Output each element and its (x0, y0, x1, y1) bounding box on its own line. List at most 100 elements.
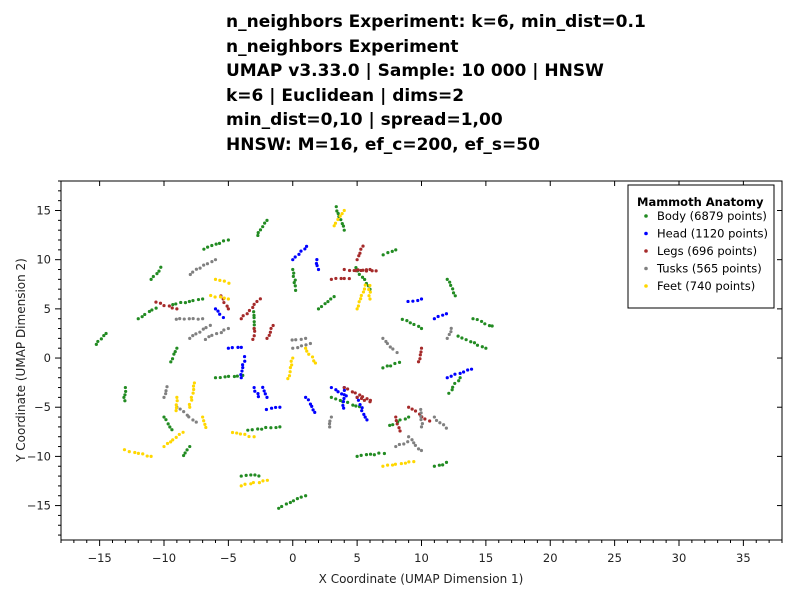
data-point (341, 400, 346, 404)
data-point (147, 309, 152, 314)
data-point (449, 326, 453, 331)
data-point (400, 317, 404, 321)
data-point (304, 336, 308, 340)
data-point (410, 438, 414, 442)
data-point (143, 312, 147, 317)
data-point (162, 303, 166, 308)
data-point (364, 268, 369, 272)
data-point (355, 258, 359, 262)
data-point (342, 267, 346, 272)
data-point (252, 323, 256, 327)
data-point (353, 391, 357, 395)
data-point (284, 502, 288, 506)
data-point (158, 301, 163, 305)
data-point (397, 426, 401, 430)
data-point (263, 221, 267, 225)
data-point (274, 405, 278, 410)
data-point (217, 241, 222, 246)
data-point (209, 293, 213, 298)
data-point (294, 288, 298, 292)
legend-marker-tusks (644, 266, 648, 271)
data-point (286, 377, 290, 381)
data-point (202, 247, 206, 251)
legend-label-feet: Feet (740 points) (657, 279, 755, 293)
data-point (357, 272, 361, 276)
data-point (293, 278, 297, 282)
data-point (382, 451, 387, 456)
data-point (191, 298, 195, 303)
data-point (359, 396, 364, 401)
data-point (162, 395, 166, 399)
data-point (249, 473, 253, 477)
data-point (291, 258, 295, 262)
data-point (484, 346, 488, 350)
data-point (367, 287, 371, 292)
data-point (394, 418, 398, 423)
data-point (226, 307, 230, 311)
data-point (252, 334, 256, 338)
data-point (280, 504, 284, 509)
data-point (173, 350, 177, 354)
data-point (419, 326, 424, 331)
data-point (444, 460, 449, 465)
data-point (269, 326, 273, 331)
data-point (133, 450, 137, 455)
data-point (340, 212, 344, 216)
data-point (296, 346, 300, 350)
data-point (341, 224, 346, 228)
series-tusks (162, 258, 453, 453)
data-point (362, 412, 366, 416)
data-point (150, 308, 154, 312)
data-point (448, 280, 452, 284)
data-point (339, 276, 343, 281)
data-point (255, 299, 259, 304)
data-point (94, 342, 98, 346)
data-point (164, 418, 168, 422)
data-point (201, 415, 205, 419)
data-point (252, 326, 256, 331)
data-point (267, 333, 271, 337)
data-point (253, 389, 257, 393)
data-point (198, 330, 202, 334)
data-point (252, 435, 256, 439)
data-point (214, 242, 218, 246)
data-point (172, 352, 176, 356)
data-point (363, 283, 367, 287)
data-point (334, 276, 338, 281)
data-point (268, 330, 272, 334)
data-point (362, 287, 367, 291)
data-point (445, 277, 449, 281)
data-point (252, 320, 256, 324)
data-point (243, 482, 247, 486)
data-point (394, 444, 398, 449)
data-point (391, 423, 395, 427)
data-point (154, 306, 158, 310)
data-point (436, 314, 440, 319)
data-point (291, 274, 295, 278)
y-axis-title: Y Coordinate (UMAP Dimension 2) (14, 258, 28, 463)
data-point (171, 303, 175, 307)
x-tick-label: 0 (289, 551, 296, 565)
data-point (441, 423, 446, 427)
data-point (239, 345, 243, 349)
data-point (432, 415, 436, 419)
data-point (149, 454, 153, 458)
data-point (256, 427, 260, 431)
data-point (456, 334, 460, 338)
data-point (292, 281, 296, 285)
data-point (447, 391, 451, 395)
chart-title-line-1: n_neighbors Experiment: k=6, min_dist=0.… (226, 12, 646, 32)
legend-label-legs: Legs (696 points) (657, 244, 757, 258)
data-point (332, 224, 336, 228)
data-point (202, 419, 206, 423)
data-point (449, 330, 453, 334)
data-point (364, 453, 369, 457)
data-point (291, 499, 296, 503)
data-point (239, 474, 243, 478)
data-point (241, 365, 245, 370)
data-point (342, 385, 346, 390)
data-point (170, 306, 174, 310)
data-point (122, 395, 126, 400)
data-point (251, 337, 255, 341)
data-point (412, 322, 416, 327)
